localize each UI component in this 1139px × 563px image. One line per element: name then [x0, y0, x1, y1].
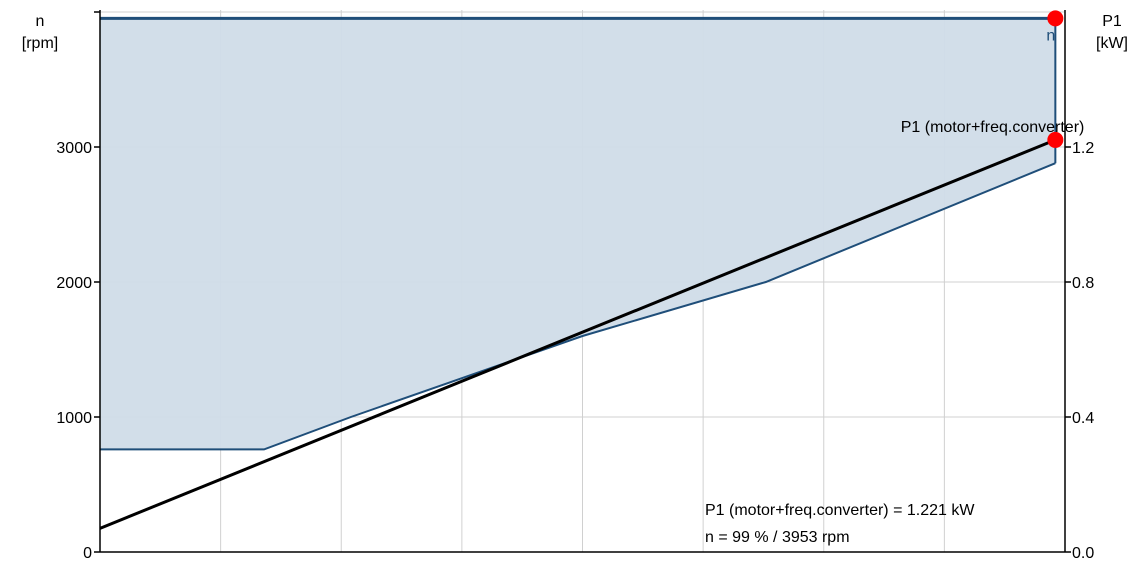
left-axis-title-symbol: n [36, 13, 45, 30]
right-tick-label: 0.4 [1072, 410, 1094, 427]
n-series-label: n [1046, 27, 1055, 44]
left-tick-labels: 0 1000 2000 3000 [56, 140, 92, 562]
operating-point-marker [1047, 131, 1064, 148]
right-tick-labels: 0.0 0.4 0.8 1.2 [1072, 140, 1094, 562]
readout-power: P1 (motor+freq.converter) = 1.221 kW [705, 502, 975, 519]
left-axis-title-unit: [rpm] [22, 35, 58, 52]
p1-series-label: P1 (motor+freq.converter) [901, 119, 1085, 136]
right-tick-label: 0.0 [1072, 545, 1094, 562]
right-axis-title-unit: [kW] [1096, 35, 1128, 52]
right-tick-label: 1.2 [1072, 140, 1094, 157]
right-tick-label: 0.8 [1072, 275, 1094, 292]
axes-layer [94, 10, 1071, 553]
p1-power-line [99, 138, 1056, 530]
markers-layer [1047, 10, 1064, 148]
n-operating-area [100, 18, 1056, 450]
right-axis-title-symbol: P1 [1102, 13, 1122, 30]
n-lower-curve [100, 162, 1056, 451]
left-tick-label: 1000 [56, 410, 92, 427]
left-tick-label: 0 [83, 545, 92, 562]
operating-point-marker [1047, 10, 1064, 27]
left-tick-label: 2000 [56, 275, 92, 292]
readout-speed: n = 99 % / 3953 rpm [705, 529, 850, 546]
left-tick-label: 3000 [56, 140, 92, 157]
